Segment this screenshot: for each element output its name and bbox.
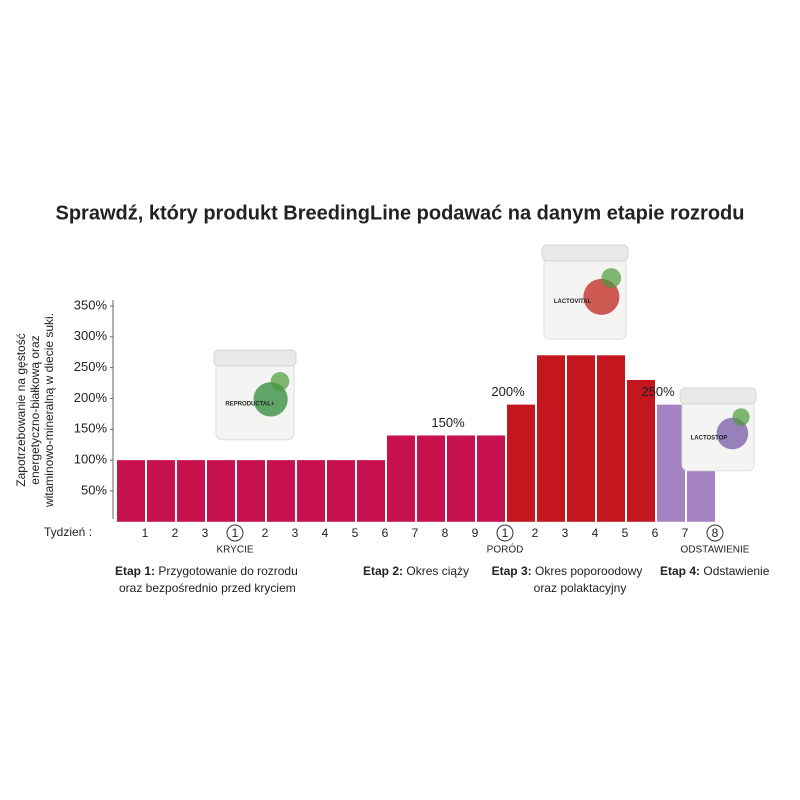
y-axis-title-line: Zapotrzebowanie na gęstość <box>14 333 28 486</box>
bar <box>417 435 445 522</box>
x-tick-label: 9 <box>472 526 479 540</box>
bar <box>117 460 145 522</box>
jar-leaf <box>732 408 750 426</box>
stage-bold: Etap 2: <box>363 564 403 578</box>
y-tick-label: 350% <box>74 297 108 312</box>
y-axis-title-line: witaminowo-mineralną w diecie suki. <box>42 313 56 508</box>
bar <box>177 460 205 522</box>
annotation: 150% <box>431 415 465 430</box>
x-tick-label: 1 <box>142 526 149 540</box>
x-tick-label: 2 <box>262 526 269 540</box>
bar <box>507 404 535 522</box>
stage-bold: Etap 1: <box>115 564 155 578</box>
stage-title: Etap 2: Okres ciąży <box>363 564 469 578</box>
bar <box>387 435 415 522</box>
x-tick-label: 5 <box>622 526 629 540</box>
x-tick-label: 4 <box>592 526 599 540</box>
bar <box>297 460 325 522</box>
y-tick-label: 150% <box>74 421 108 436</box>
stage-text: Okres poporoodowy <box>535 564 642 578</box>
bar <box>357 460 385 522</box>
event-label: ODSTAWIENIE <box>681 545 750 556</box>
tick-circle <box>706 524 724 542</box>
x-tick-label: 7 <box>682 526 689 540</box>
jar-leaf <box>583 278 620 315</box>
y-tick-label: 50% <box>81 482 107 497</box>
stage-text: Przygotowanie do rozrodu <box>158 564 297 578</box>
x-tick-label: 3 <box>202 526 209 540</box>
bar <box>207 460 235 522</box>
event-label: KRYCIE <box>216 545 253 556</box>
jar-leaf <box>270 372 290 391</box>
bar <box>597 355 625 522</box>
stage-title: Etap 3: Okres poporoodowy <box>492 564 643 578</box>
bar <box>237 460 265 522</box>
product-name: REPRODUCTAL+ <box>225 401 275 407</box>
bar <box>627 379 655 522</box>
tick-circle <box>496 524 514 542</box>
x-tick-label: 5 <box>352 526 359 540</box>
jar-lid <box>679 387 757 405</box>
product-name: LACTOVITAL <box>554 299 592 305</box>
x-tick-label: 6 <box>382 526 389 540</box>
stage-text: Odstawienie <box>703 564 769 578</box>
x-tick-label: 1 <box>232 526 239 540</box>
x-tick-label: 2 <box>172 526 179 540</box>
jar-lid <box>541 244 629 262</box>
stage-line: oraz bezpośrednio przed kryciem <box>119 581 296 595</box>
y-tick-label: 250% <box>74 359 108 374</box>
y-tick-label: 100% <box>74 452 108 467</box>
bar <box>447 435 475 522</box>
x-tick-label: 8 <box>442 526 449 540</box>
stage-text: Okres ciąży <box>406 564 469 578</box>
bar <box>147 460 175 522</box>
y-tick-label: 300% <box>74 328 108 343</box>
tick-circle <box>226 524 244 542</box>
y-axis-title: Zapotrzebowanie na gęstość energetyczno-b… <box>14 313 56 508</box>
chart-title: Sprawdź, który produkt BreedingLine poda… <box>56 202 745 224</box>
y-tick-label: 200% <box>74 390 108 405</box>
bar <box>567 355 595 522</box>
x-tick-label: 6 <box>652 526 659 540</box>
jar-leaf <box>716 417 749 450</box>
jar-leaf <box>601 268 622 288</box>
product-name: LACTOSTOP <box>691 435 728 441</box>
stage-bold: Etap 3: <box>492 564 532 578</box>
annotation: 200% <box>491 384 525 399</box>
event-label: PORÓD <box>487 543 524 556</box>
annotation: 250% <box>641 384 675 399</box>
x-tick-label: 2 <box>532 526 539 540</box>
bar <box>267 460 295 522</box>
x-tick-label: 1 <box>502 526 509 540</box>
x-tick-label: 4 <box>322 526 329 540</box>
bar <box>477 435 505 522</box>
jar-leaf <box>253 382 288 417</box>
bar <box>327 460 355 522</box>
jar-lid <box>213 349 297 367</box>
x-tick-label: 7 <box>412 526 419 540</box>
stage-title: Etap 4: Odstawienie <box>660 564 770 578</box>
stage-bold: Etap 4: <box>660 564 700 578</box>
bar <box>537 355 565 522</box>
x-axis-title: Tydzień : <box>44 525 92 539</box>
y-axis-title-line: energetyczno-białkową oraz <box>28 335 42 484</box>
x-tick-label: 3 <box>292 526 299 540</box>
x-tick-label: 3 <box>562 526 569 540</box>
stage-line: oraz polaktacyjny <box>534 581 627 595</box>
bar <box>657 404 685 522</box>
x-tick-label: 8 <box>712 526 719 540</box>
stage-title: Etap 1: Przygotowanie do rozrodu <box>115 564 298 578</box>
